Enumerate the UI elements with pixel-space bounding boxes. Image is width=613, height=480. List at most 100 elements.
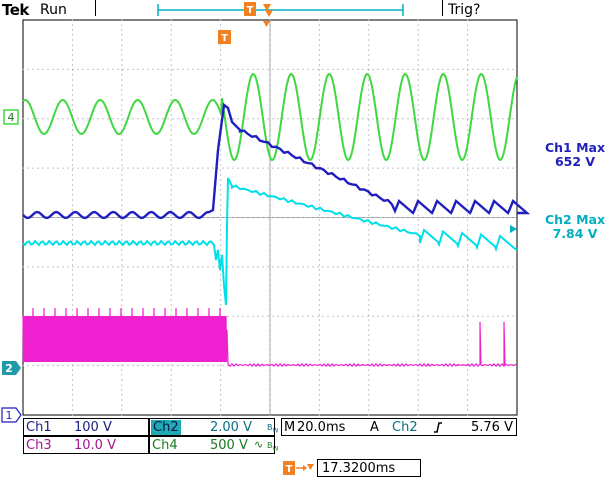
grid-dot — [402, 266, 404, 268]
grid-dot — [467, 244, 469, 246]
grid-dot — [372, 118, 374, 120]
grid-dot — [457, 266, 459, 268]
ch2-scale-readout[interactable]: Ch2 2.00 V BW — [149, 418, 278, 436]
grid-dot — [92, 167, 94, 169]
grid-dot — [447, 68, 449, 70]
grid-dot — [170, 124, 172, 126]
grid-dot — [267, 315, 269, 317]
grid-dot — [220, 274, 222, 276]
grid-dot — [102, 167, 104, 169]
grid-dot — [318, 79, 320, 81]
grid-dot — [197, 118, 199, 120]
grid-dot — [220, 84, 222, 86]
grid-dot — [368, 244, 370, 246]
grid-dot — [497, 365, 499, 367]
grid-dot — [467, 118, 469, 120]
grid-dot — [382, 118, 384, 120]
grid-dot — [492, 167, 494, 169]
grid-dot — [57, 365, 59, 367]
grid-dot — [152, 118, 154, 120]
grid-dot — [467, 219, 469, 221]
grid-dot — [162, 167, 164, 169]
grid-dot — [407, 167, 409, 169]
grid-dot — [467, 154, 469, 156]
status-bar: Tek Run Trig? — [0, 0, 613, 20]
grid-dot — [368, 294, 370, 296]
grid-dot — [212, 365, 214, 367]
grid-dot — [467, 284, 469, 286]
ch4-scale-readout[interactable]: Ch4 500 V ∿ BW — [149, 436, 278, 454]
grid-dot — [220, 399, 222, 401]
grid-dot — [287, 118, 289, 120]
grid-dot — [227, 365, 229, 367]
grid-dot — [32, 266, 34, 268]
grid-dot — [220, 294, 222, 296]
ch1-scale-readout[interactable]: Ch1 100 V — [23, 418, 149, 436]
grid-dot — [467, 39, 469, 41]
grid-dot — [417, 119, 419, 121]
ch2-marker[interactable]: 2 — [2, 361, 21, 375]
grid-dot — [318, 189, 320, 191]
grid-dot — [357, 266, 359, 268]
grid-dot — [467, 89, 469, 91]
grid-dot — [368, 354, 370, 356]
ch4-scale: 500 V — [210, 438, 248, 453]
grid-dot — [417, 229, 419, 231]
grid-dot — [368, 94, 370, 96]
record-position-indicator[interactable]: T — [157, 2, 404, 17]
grid-dot — [297, 266, 299, 268]
grid-dot — [121, 254, 123, 256]
grid-dot — [71, 134, 73, 136]
grid-dot — [318, 129, 320, 131]
grid-dot — [417, 169, 419, 171]
grid-dot — [220, 374, 222, 376]
grid-dot — [42, 68, 44, 70]
grid-dot — [447, 118, 449, 120]
grid-dot — [71, 99, 73, 101]
grid-dot — [368, 394, 370, 396]
timebase-trigger-readout[interactable]: M 20.0ms A Ch2 5.76 V — [281, 418, 517, 436]
grid-dot — [177, 365, 179, 367]
grid-dot — [422, 167, 424, 169]
grid-dot — [327, 315, 329, 317]
grid-dot — [512, 266, 514, 268]
grid-dot — [170, 109, 172, 111]
grid-dot — [318, 169, 320, 171]
grid-dot — [417, 49, 419, 51]
grid-dot — [282, 68, 284, 70]
grid-dot — [220, 289, 222, 291]
grid-dot — [427, 167, 429, 169]
trigger-delay-readout[interactable]: 17.3200ms — [317, 459, 421, 477]
grid-dot — [122, 167, 124, 169]
grid-dot — [337, 266, 339, 268]
grid-dot — [71, 364, 73, 366]
grid-dot — [368, 54, 370, 56]
grid-dot — [77, 365, 79, 367]
grid-dot — [497, 68, 499, 70]
readout-value: 7.84 V — [552, 226, 598, 241]
grid-dot — [467, 324, 469, 326]
grid-dot — [318, 244, 320, 246]
ch4-marker[interactable]: 4 — [3, 109, 19, 125]
grid-dot — [170, 29, 172, 31]
grid-dot — [72, 365, 74, 367]
grid-dot — [318, 179, 320, 181]
grid-dot — [368, 189, 370, 191]
grid-dot — [197, 68, 199, 70]
trigger-mode: A — [370, 420, 379, 435]
grid-dot — [417, 39, 419, 41]
ch1-marker[interactable]: 1 — [1, 407, 22, 423]
ch3-scale-readout[interactable]: Ch3 10.0 V — [23, 436, 149, 454]
grid-dot — [121, 279, 123, 281]
grid-dot — [170, 34, 172, 36]
grid-dot — [368, 414, 370, 416]
grid-dot — [220, 249, 222, 251]
grid-dot — [170, 54, 172, 56]
grid-dot — [497, 315, 499, 317]
grid-dot — [287, 365, 289, 367]
grid-dot — [170, 94, 172, 96]
grid-dot — [220, 284, 222, 286]
grid-dot — [97, 167, 99, 169]
grid-dot — [492, 118, 494, 120]
grid-dot — [170, 164, 172, 166]
